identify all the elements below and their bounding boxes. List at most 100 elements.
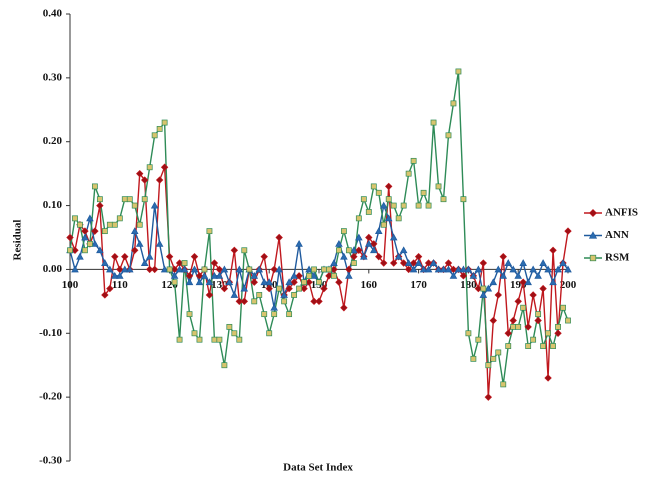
data-point: [460, 196, 467, 203]
data-point: [425, 202, 432, 209]
data-point: [111, 271, 119, 279]
legend-marker: [588, 231, 598, 239]
data-point: [145, 265, 154, 274]
y-tick-label: 0.20: [43, 135, 63, 147]
data-point: [216, 336, 223, 343]
data-point: [150, 201, 159, 209]
data-point: [226, 323, 233, 330]
data-point: [335, 239, 343, 247]
data-point: [165, 252, 174, 261]
data-point: [261, 311, 268, 318]
data-point: [404, 265, 413, 274]
data-point: [72, 215, 78, 222]
data-point: [106, 265, 114, 273]
data-point: [549, 246, 557, 254]
data-point: [355, 215, 362, 222]
data-point: [195, 278, 204, 286]
data-point: [445, 132, 452, 139]
data-point: [310, 297, 318, 306]
data-point: [260, 278, 269, 286]
y-tick-label: 0.10: [43, 199, 63, 211]
data-point: [315, 297, 323, 306]
x-tick-label: 110: [112, 279, 128, 291]
data-point: [369, 246, 378, 254]
data-point: [539, 284, 547, 293]
data-point: [439, 265, 448, 273]
data-point: [91, 183, 98, 190]
data-point: [305, 265, 313, 273]
data-point: [519, 278, 527, 286]
data-point: [141, 176, 149, 184]
data-point: [306, 272, 312, 279]
data-point: [404, 259, 413, 266]
data-point: [429, 259, 438, 266]
legend-marker: [589, 209, 597, 217]
x-axis-label: Data Set Index: [283, 462, 353, 474]
data-point: [106, 284, 114, 293]
data-point: [529, 265, 537, 273]
y-axis-label: Residual: [12, 220, 24, 261]
data-point: [275, 233, 283, 242]
data-point: [545, 330, 551, 337]
data-point: [340, 252, 348, 260]
data-point: [111, 221, 118, 228]
data-point: [540, 343, 547, 349]
data-point: [150, 265, 159, 274]
data-point: [480, 285, 487, 292]
data-point: [554, 329, 562, 337]
data-point: [76, 252, 84, 260]
data-point: [276, 285, 283, 292]
data-point: [326, 266, 332, 273]
data-point: [256, 292, 263, 298]
data-point: [504, 329, 512, 337]
data-point: [96, 246, 104, 254]
data-point: [400, 202, 407, 209]
data-point: [336, 247, 342, 254]
data-point: [365, 209, 372, 215]
data-point: [475, 336, 482, 343]
data-point: [384, 214, 393, 222]
data-point: [459, 272, 468, 280]
data-point: [549, 278, 557, 286]
data-point: [111, 252, 119, 261]
data-point: [141, 196, 148, 203]
data-point: [121, 252, 129, 261]
data-point: [145, 252, 154, 260]
data-point: [550, 343, 556, 349]
data-point: [444, 265, 453, 273]
x-tick-label: 200: [560, 279, 577, 291]
x-tick-label: 160: [361, 279, 378, 291]
data-point: [121, 196, 128, 203]
data-point: [380, 221, 387, 228]
y-tick-label: 0.40: [43, 8, 63, 20]
data-point: [554, 265, 562, 273]
data-point: [101, 259, 109, 266]
data-point: [101, 291, 109, 299]
data-point: [270, 265, 278, 274]
data-point: [504, 259, 513, 266]
data-point: [394, 252, 403, 260]
data-point: [220, 265, 229, 273]
data-point: [560, 304, 566, 311]
data-point: [151, 132, 158, 139]
data-point: [205, 291, 214, 299]
data-point: [311, 266, 317, 273]
data-point: [520, 304, 527, 311]
data-point: [82, 247, 88, 254]
data-point: [515, 323, 522, 330]
data-point: [231, 330, 238, 337]
data-point: [81, 233, 89, 241]
data-point: [91, 227, 99, 235]
data-point: [235, 265, 244, 273]
data-point: [399, 259, 408, 267]
data-point: [265, 284, 273, 293]
data-point: [350, 252, 358, 261]
data-point: [160, 163, 169, 171]
data-point: [181, 260, 188, 266]
data-point: [155, 176, 164, 184]
data-point: [519, 259, 527, 266]
data-point: [271, 311, 278, 318]
data-point: [290, 271, 298, 279]
data-point: [286, 311, 293, 318]
